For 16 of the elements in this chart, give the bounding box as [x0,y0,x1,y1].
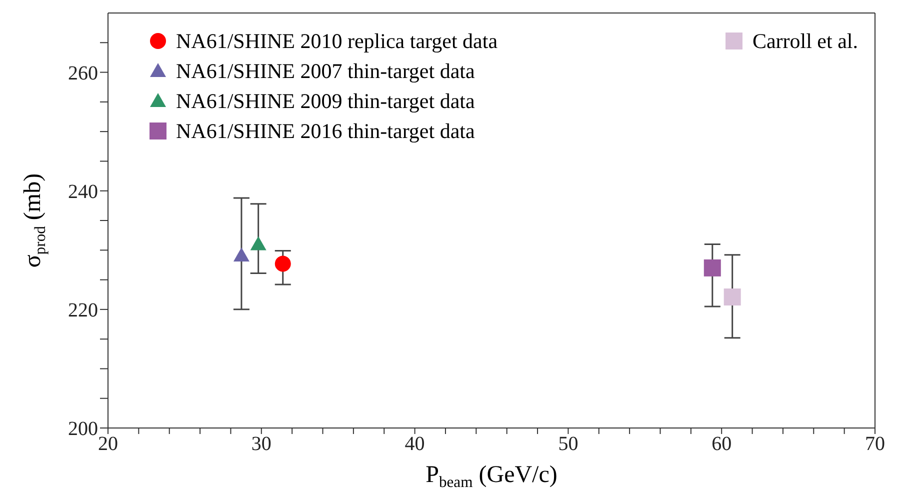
legend-label: NA61/SHINE 2009 thin-target data [176,88,475,114]
legend-label: NA61/SHINE 2007 thin-target data [176,58,475,84]
x-tick-label: 50 [558,433,578,456]
y-tick-label: 200 [68,418,98,440]
x-axis-title: P$_{beam}$ (GeV/c) [426,462,558,491]
x-tick-label: 20 [98,433,118,456]
legend-label: NA61/SHINE 2016 thin-target data [176,118,475,144]
x-tick-label: 70 [865,433,885,456]
x-tick-label: 30 [251,433,272,456]
y-tick-label: 260 [68,62,98,84]
legend-label: NA61/SHINE 2010 replica target data [176,28,498,54]
y-tick-label: 220 [68,300,98,322]
legend-label: Carroll et al. [752,28,858,54]
x-tick-label: 40 [404,433,425,456]
y-tick-label: 240 [68,180,98,203]
x-tick-label: 60 [712,433,732,456]
